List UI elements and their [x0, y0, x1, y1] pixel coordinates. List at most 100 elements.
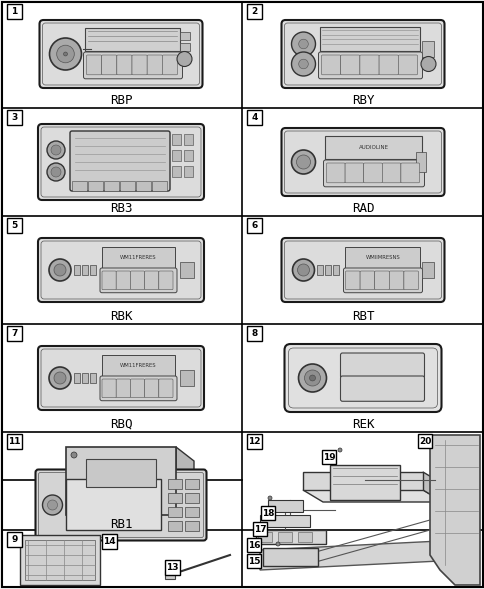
Bar [74, 373, 80, 383]
Text: 18: 18 [261, 508, 273, 518]
FancyBboxPatch shape [340, 55, 359, 75]
Bar [320, 27, 420, 51]
FancyBboxPatch shape [41, 349, 200, 407]
Bar [277, 532, 291, 542]
Bar [165, 560, 180, 575]
Text: 7: 7 [11, 329, 17, 338]
Bar [66, 478, 161, 530]
Bar [268, 500, 302, 512]
FancyBboxPatch shape [130, 379, 144, 398]
Text: 1: 1 [11, 7, 17, 16]
FancyBboxPatch shape [281, 238, 443, 302]
Text: 17: 17 [253, 524, 266, 534]
Bar [72, 181, 87, 191]
Text: 13: 13 [166, 563, 179, 572]
Text: 11: 11 [8, 437, 21, 446]
Text: 6: 6 [251, 221, 257, 230]
Bar [185, 507, 199, 517]
FancyBboxPatch shape [38, 238, 204, 302]
FancyBboxPatch shape [100, 268, 177, 293]
FancyBboxPatch shape [41, 241, 200, 299]
Bar [102, 247, 175, 268]
FancyBboxPatch shape [38, 472, 203, 538]
Ellipse shape [298, 39, 308, 49]
FancyBboxPatch shape [281, 128, 443, 196]
FancyBboxPatch shape [132, 55, 147, 75]
Polygon shape [302, 490, 442, 502]
FancyBboxPatch shape [38, 346, 204, 410]
Bar [253, 522, 267, 536]
Ellipse shape [265, 508, 270, 512]
Bar [321, 450, 335, 464]
Bar [246, 4, 261, 19]
Bar [417, 434, 431, 448]
Text: RBQ: RBQ [109, 418, 132, 431]
FancyBboxPatch shape [102, 379, 116, 398]
FancyBboxPatch shape [83, 52, 182, 79]
Ellipse shape [54, 372, 66, 384]
Ellipse shape [47, 163, 65, 181]
Bar [90, 265, 96, 275]
Ellipse shape [54, 264, 66, 276]
Text: RBT: RBT [351, 309, 374, 323]
FancyBboxPatch shape [284, 23, 440, 85]
Text: 19: 19 [322, 452, 334, 462]
FancyBboxPatch shape [86, 55, 102, 75]
FancyBboxPatch shape [43, 23, 199, 85]
Text: RB1: RB1 [109, 518, 132, 531]
Bar [7, 326, 22, 341]
Ellipse shape [49, 367, 71, 389]
Ellipse shape [296, 155, 310, 169]
Bar [246, 554, 260, 568]
FancyBboxPatch shape [340, 353, 424, 378]
Ellipse shape [177, 51, 192, 67]
FancyBboxPatch shape [381, 163, 400, 183]
Bar [183, 134, 193, 145]
Bar [74, 265, 80, 275]
Bar [82, 265, 88, 275]
Bar [302, 472, 422, 490]
Ellipse shape [304, 370, 320, 386]
Text: RBK: RBK [109, 309, 132, 323]
Bar [422, 41, 434, 57]
Ellipse shape [291, 52, 315, 76]
FancyBboxPatch shape [374, 271, 389, 290]
Bar [246, 218, 261, 233]
Bar [185, 492, 199, 502]
Bar [7, 434, 22, 449]
FancyBboxPatch shape [100, 376, 177, 401]
Text: RBY: RBY [351, 94, 374, 107]
Bar [172, 134, 181, 145]
Text: 4: 4 [251, 113, 257, 122]
Bar [422, 262, 434, 278]
Bar [102, 534, 117, 549]
Text: 9: 9 [11, 535, 17, 544]
Text: RB3: RB3 [109, 201, 132, 214]
FancyBboxPatch shape [284, 131, 440, 193]
Ellipse shape [309, 375, 315, 381]
Bar [246, 110, 261, 125]
Bar [257, 532, 272, 542]
Ellipse shape [298, 364, 326, 392]
Bar [185, 521, 199, 531]
Ellipse shape [297, 264, 309, 276]
Bar [136, 181, 151, 191]
Bar [168, 492, 182, 502]
FancyBboxPatch shape [326, 163, 345, 183]
FancyBboxPatch shape [323, 160, 424, 187]
Bar [151, 181, 166, 191]
Text: WM11FRERES: WM11FRERES [120, 363, 156, 368]
Text: 8: 8 [251, 329, 257, 338]
Ellipse shape [43, 495, 62, 515]
Bar [325, 265, 331, 275]
Bar [7, 4, 22, 19]
FancyBboxPatch shape [102, 55, 117, 75]
Bar [168, 507, 182, 517]
Bar [82, 373, 88, 383]
Bar [85, 28, 180, 51]
FancyBboxPatch shape [158, 271, 173, 290]
FancyBboxPatch shape [35, 469, 206, 541]
Polygon shape [429, 435, 479, 585]
FancyBboxPatch shape [397, 55, 417, 75]
Bar [246, 326, 261, 341]
